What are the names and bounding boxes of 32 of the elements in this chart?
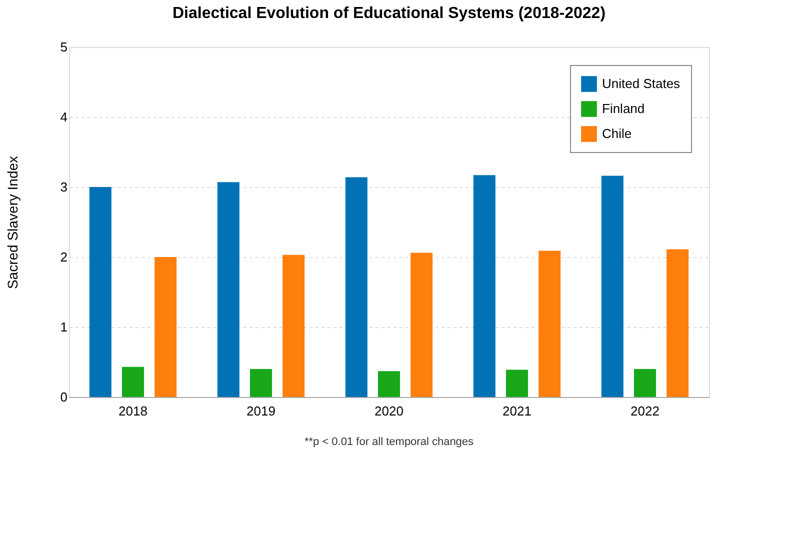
legend-label: United States [602, 76, 681, 91]
x-tick-label: 2018 [118, 404, 148, 418]
bar [473, 175, 496, 397]
legend-label: Chile [602, 126, 632, 141]
y-tick-label: 5 [60, 40, 68, 54]
bar [217, 182, 240, 397]
bar [410, 252, 433, 397]
bar [154, 257, 177, 397]
y-tick-label: 0 [60, 390, 68, 404]
y-tick-label: 4 [60, 110, 68, 124]
bar [345, 177, 368, 397]
legend-label: Finland [602, 101, 645, 116]
bar [378, 371, 400, 397]
x-tick-label: 2020 [374, 404, 404, 418]
x-tick-label: 2022 [630, 404, 660, 418]
x-tick-label: 2021 [502, 404, 532, 418]
y-tick-label: 3 [60, 180, 68, 194]
bar [666, 249, 689, 397]
bar [634, 369, 656, 397]
text: **p < 0.01 for all temporal changes [304, 436, 474, 448]
y-tick-label: 1 [60, 320, 68, 334]
bar [506, 370, 528, 397]
y-tick-label: 2 [60, 250, 68, 264]
bar [250, 369, 272, 397]
x-tick-label: 2019 [246, 404, 276, 418]
chart-title: Dialectical Evolution of Educational Systems (2018-2022) [172, 5, 606, 22]
bar [601, 176, 624, 397]
y-axis-title: Sacred Slavery Index [4, 156, 20, 290]
bar [538, 250, 561, 397]
bar [89, 187, 112, 397]
bar [122, 366, 144, 397]
bar [282, 254, 305, 397]
